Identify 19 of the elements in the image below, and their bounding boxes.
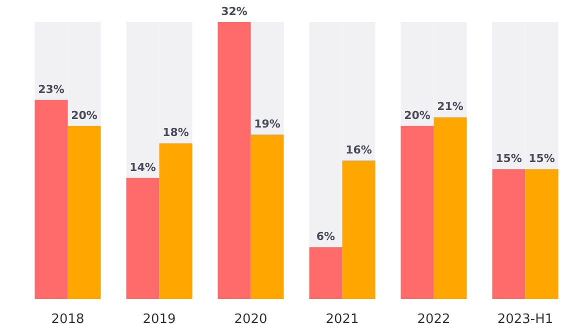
- data-label: 14%: [130, 160, 156, 174]
- x-tick-label: 2020: [234, 312, 268, 327]
- data-label: 21%: [437, 100, 464, 114]
- bar: [309, 247, 342, 299]
- data-label: 20%: [71, 108, 98, 122]
- x-tick-label: 2022: [417, 312, 450, 327]
- x-tick-label: 2018: [51, 312, 84, 327]
- data-label: 32%: [221, 5, 248, 18]
- data-label: 15%: [496, 152, 522, 166]
- data-label: 23%: [38, 82, 64, 96]
- x-tick-label: 2019: [142, 312, 176, 327]
- data-label: 19%: [254, 118, 280, 131]
- x-tick-label: 2023-H1: [497, 312, 554, 327]
- data-label: 15%: [528, 152, 555, 166]
- data-label: 20%: [404, 108, 430, 122]
- data-label: 18%: [162, 126, 189, 140]
- x-tick-label: 2021: [326, 312, 359, 327]
- data-label: 16%: [346, 144, 372, 156]
- data-label: 6%: [316, 230, 336, 244]
